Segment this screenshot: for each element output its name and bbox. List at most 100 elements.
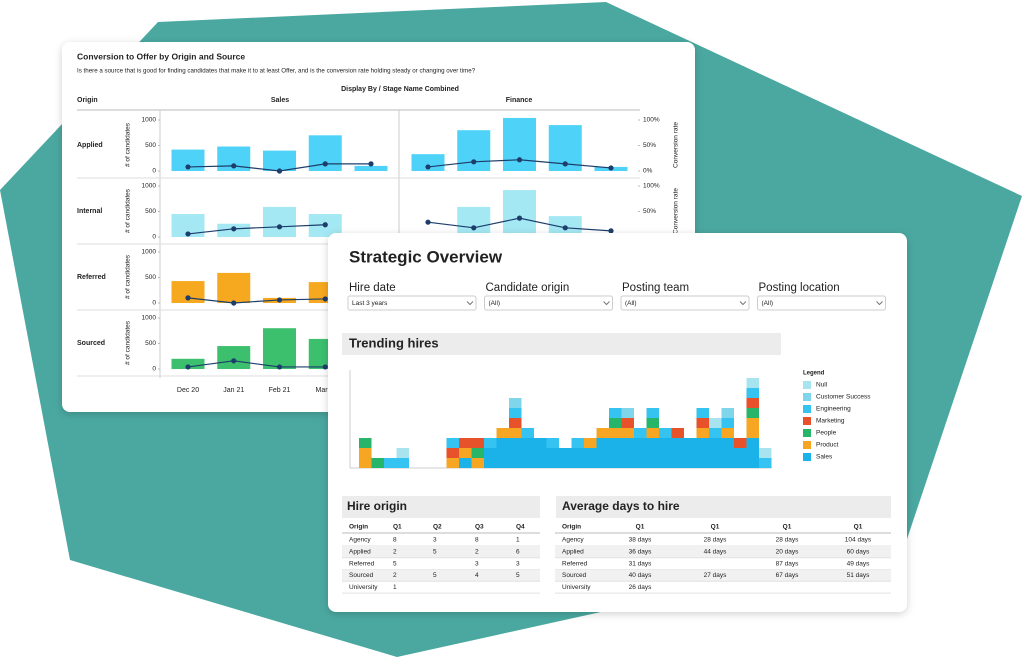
y-axis-label: # of candidates — [125, 122, 132, 167]
table-cell: 44 days — [704, 549, 728, 556]
rate-line — [187, 297, 326, 304]
stacked-segment — [721, 438, 734, 468]
legend-swatch — [803, 441, 811, 449]
stacked-segment — [471, 458, 484, 468]
row-label: Sourced — [77, 340, 105, 347]
stacked-segment — [359, 438, 372, 448]
row-stripe — [555, 545, 891, 558]
dropdown-chevron — [739, 301, 747, 306]
bar — [411, 154, 445, 171]
stacked-segment — [484, 448, 497, 468]
stacked-segment — [634, 438, 647, 468]
row-label: Agency — [562, 537, 584, 544]
card-subtitle: Is there a source that is good for findi… — [77, 68, 476, 75]
table-header: Q4 — [516, 524, 525, 531]
stacked-segment — [684, 438, 697, 468]
row-label: Referred — [349, 560, 375, 567]
bar — [354, 165, 388, 171]
legend-swatch — [803, 393, 811, 401]
stacked-segment — [696, 408, 709, 418]
x-tick-label: Jan 21 — [223, 387, 244, 394]
table-cell: 5 — [433, 549, 437, 556]
row-label: Sourced — [349, 572, 374, 579]
filter-dropdown[interactable] — [347, 295, 477, 311]
legend-swatch — [803, 381, 811, 389]
stacked-segment — [396, 448, 409, 458]
table-cell: 31 days — [629, 560, 653, 567]
x-tick-label: March — [316, 387, 336, 394]
legend-swatch — [803, 405, 811, 413]
legend-swatch — [803, 417, 811, 425]
rate-point — [322, 364, 328, 370]
filter-dropdown[interactable] — [484, 295, 613, 311]
table-header: Q2 — [433, 524, 442, 531]
table-header: Q1 — [711, 524, 720, 531]
table-cell: 28 days — [704, 537, 728, 544]
rate-point — [608, 228, 614, 234]
y2-tick-label: 0% — [643, 168, 653, 175]
stacked-segment — [509, 398, 522, 408]
stacked-segment — [734, 438, 747, 448]
rate-point — [425, 219, 431, 225]
row-stripe — [555, 569, 891, 582]
bar — [503, 190, 536, 237]
stacked-segment — [534, 438, 547, 468]
stacked-segment — [371, 458, 384, 468]
legend-label: Sales — [816, 454, 833, 461]
rate-point — [322, 296, 328, 302]
y2-axis-label: Conversion rate — [673, 188, 680, 234]
y2-tick-label: 100% — [643, 117, 660, 124]
stacked-segment — [521, 428, 534, 438]
table-cell: 67 days — [776, 572, 800, 579]
y-tick-label: 0 — [152, 234, 156, 241]
filter-dropdown[interactable] — [757, 295, 886, 311]
rate-point — [231, 300, 237, 306]
column-header: Sales — [271, 97, 289, 104]
stacked-segment — [659, 438, 672, 468]
table-cell: 104 days — [845, 537, 872, 544]
stacked-segment — [459, 458, 472, 468]
stacked-segment — [584, 448, 597, 468]
legend-swatch — [803, 453, 811, 461]
stacked-segment — [621, 428, 634, 438]
rate-point — [471, 225, 477, 231]
table-cell: 87 days — [776, 560, 800, 567]
stacked-segment — [509, 408, 522, 418]
section-header — [342, 496, 540, 518]
bar — [171, 149, 205, 171]
bar — [171, 358, 205, 369]
stacked-segment — [459, 438, 472, 448]
y-tick-label: 0 — [152, 300, 156, 307]
bar — [171, 214, 205, 237]
stacked-segment — [609, 428, 622, 438]
y2-tick-label: 50% — [643, 142, 656, 149]
legend-label: Engineering — [816, 406, 851, 413]
filter-dropdown[interactable] — [620, 295, 750, 311]
rate-point — [231, 358, 237, 364]
stacked-segment — [734, 448, 747, 468]
table-cell: 36 days — [629, 549, 653, 556]
table-cell: 2 — [475, 549, 479, 556]
table-header: Q1 — [783, 524, 792, 531]
rate-point — [322, 161, 328, 167]
table-cell: 27 days — [704, 572, 728, 579]
bar — [217, 272, 251, 303]
table-header: Q1 — [636, 524, 645, 531]
legend-label: Product — [816, 442, 839, 449]
stacked-segment — [746, 418, 759, 438]
origin-header: Origin — [77, 97, 98, 104]
table-cell: 5 — [433, 572, 437, 579]
stacked-segment — [671, 428, 684, 438]
y-tick-label: 1000 — [142, 117, 157, 124]
rate-point — [608, 165, 614, 171]
rate-point — [231, 163, 237, 169]
stacked-segment — [384, 458, 397, 468]
filter-value: Last 3 years — [352, 300, 388, 307]
x-tick-label: Feb 21 — [269, 387, 291, 394]
y2-axis-label: Conversion rate — [673, 122, 680, 168]
bar — [503, 117, 536, 171]
table-cell: 26 days — [629, 584, 653, 591]
section-header — [342, 333, 781, 355]
stacked-segment — [546, 448, 559, 468]
stacked-segment — [396, 458, 409, 468]
